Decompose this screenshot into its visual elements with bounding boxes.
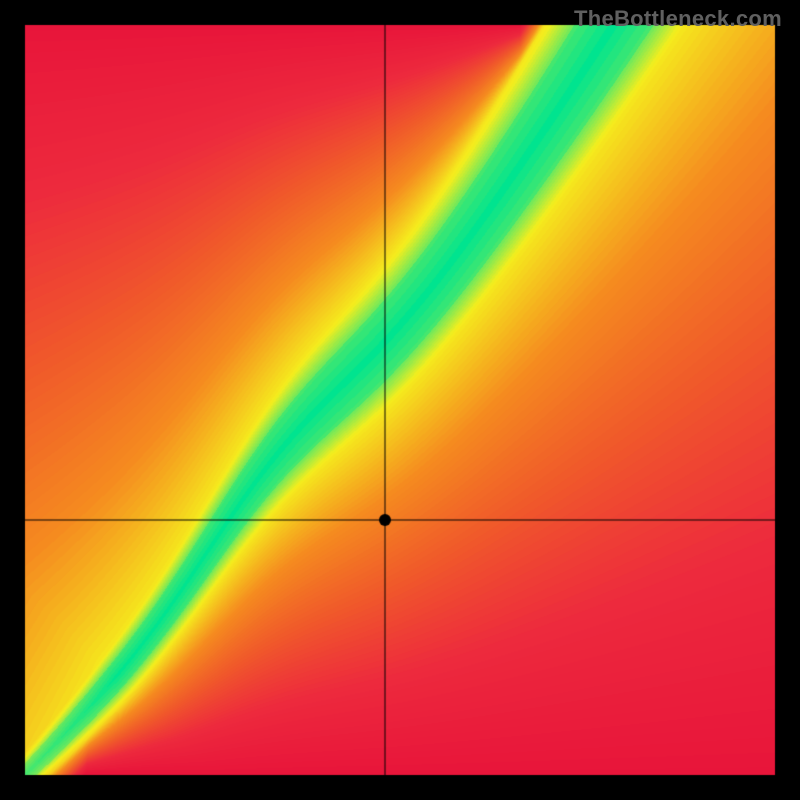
bottleneck-heatmap — [0, 0, 800, 800]
chart-container: TheBottleneck.com — [0, 0, 800, 800]
watermark-text: TheBottleneck.com — [574, 6, 782, 32]
